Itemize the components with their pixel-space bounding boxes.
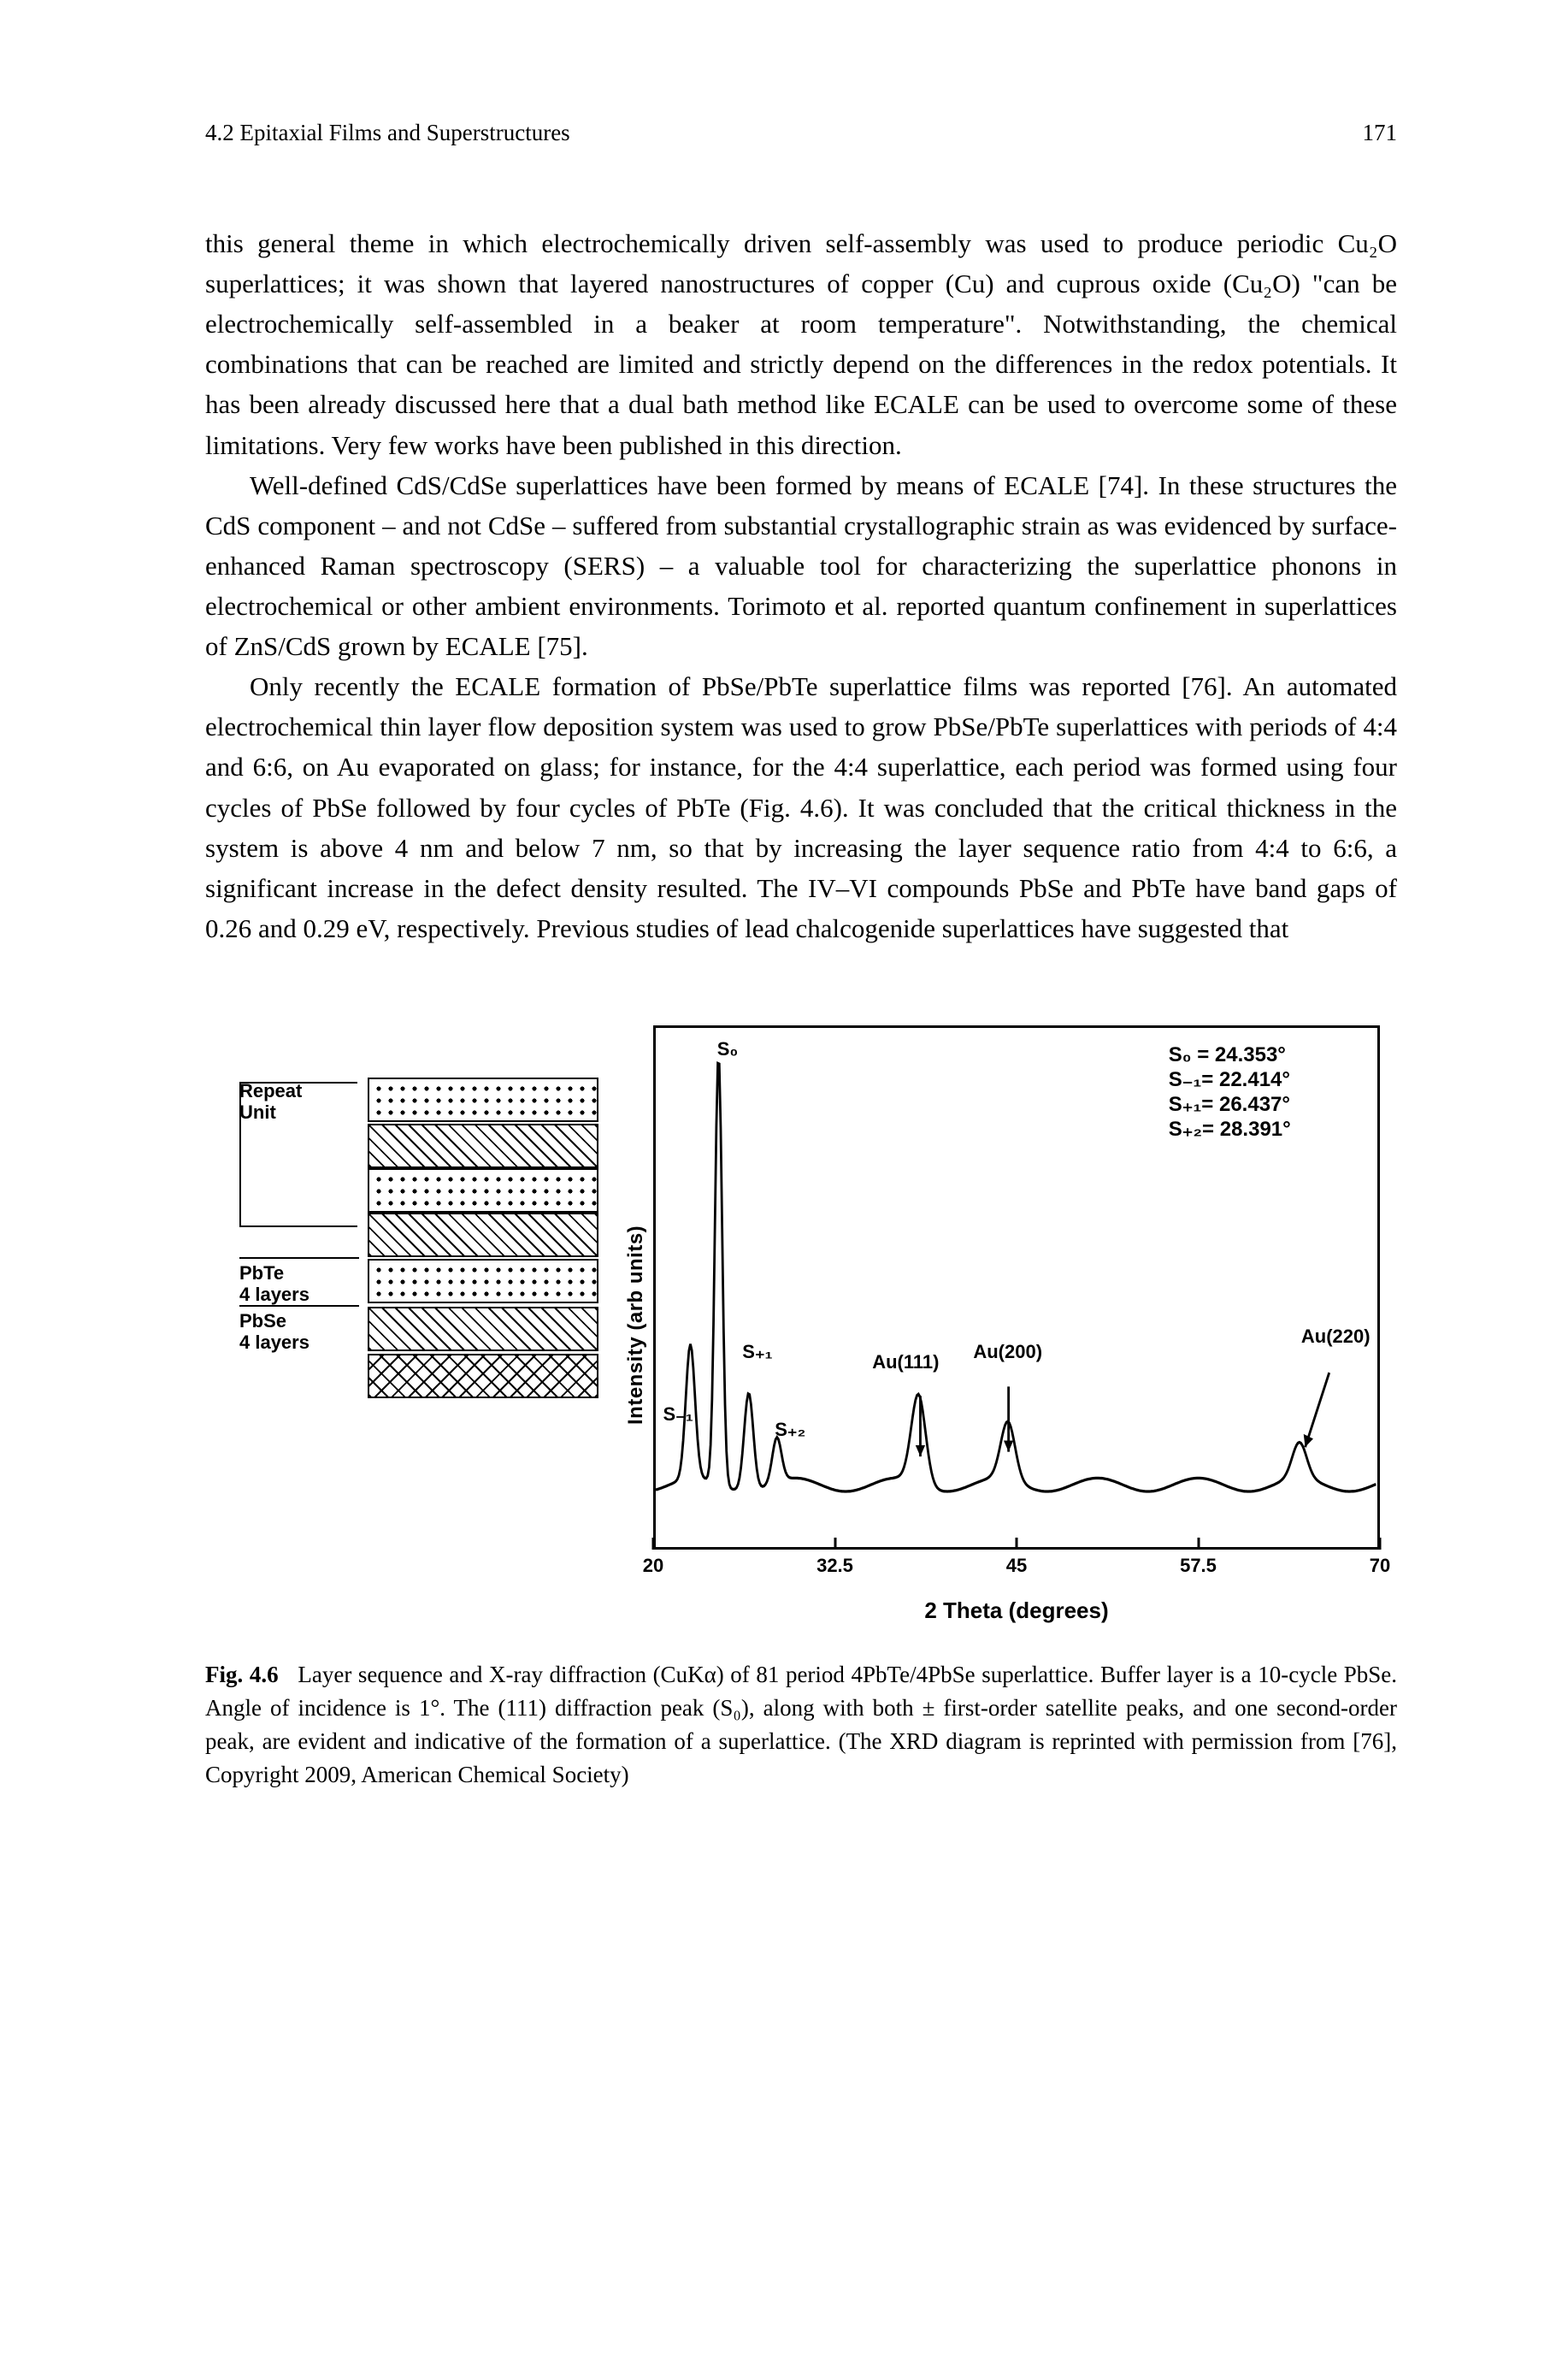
x-tick: 70 <box>1370 1555 1390 1577</box>
layer-tile <box>368 1307 598 1351</box>
layer-label: PbTe 4 layers <box>239 1257 359 1306</box>
x-tick: 32.5 <box>816 1555 853 1577</box>
layer-tile <box>368 1078 598 1122</box>
layer-tile <box>368 1213 598 1257</box>
running-head: 4.2 Epitaxial Films and Superstructures … <box>205 120 1397 146</box>
layer-tile <box>368 1259 598 1303</box>
layer-tile <box>368 1354 598 1398</box>
paragraph-3: Only recently the ECALE formation of PbS… <box>205 666 1397 948</box>
caption-lead: Fig. 4.6 <box>205 1662 279 1687</box>
layer-label: PbSe 4 layers <box>239 1305 359 1354</box>
layer-tile <box>368 1168 598 1213</box>
layer-stack-schematic: Repeat UnitPbTe 4 layersPbSe 4 layers <box>239 1025 598 1624</box>
xrd-chart: Intensity (arb units) S₀ S₀ = 24.353° S₋… <box>619 1025 1380 1624</box>
x-tick: 20 <box>643 1555 663 1577</box>
body-text: this general theme in which electrochemi… <box>205 223 1397 948</box>
paragraph-1: this general theme in which electrochemi… <box>205 223 1397 465</box>
x-tick: 57.5 <box>1180 1555 1217 1577</box>
x-axis-label: 2 Theta (degrees) <box>653 1597 1380 1624</box>
paragraph-2: Well-defined CdS/CdSe superlattices have… <box>205 465 1397 667</box>
repeat-unit-bracket <box>239 1082 357 1227</box>
y-axis-label: Intensity (arb units) <box>619 1025 653 1624</box>
layer-label <box>239 1374 359 1378</box>
section-label: 4.2 Epitaxial Films and Superstructures <box>205 120 570 146</box>
plot-area: S₀ S₀ = 24.353° S₋₁= 22.414° S₊₁= 26.437… <box>653 1025 1380 1550</box>
figure-4-6: Repeat UnitPbTe 4 layersPbSe 4 layers In… <box>205 1025 1397 1792</box>
x-tick: 45 <box>1006 1555 1027 1577</box>
page-number: 171 <box>1363 120 1398 146</box>
layer-tile <box>368 1124 598 1168</box>
annotation-arrows <box>656 1028 1377 1550</box>
caption-text: Layer sequence and X-ray diffraction (Cu… <box>205 1662 1397 1787</box>
figure-caption: Fig. 4.6 Layer sequence and X-ray diffra… <box>205 1658 1397 1792</box>
x-axis-ticks: 2032.54557.570 <box>653 1550 1380 1601</box>
layer-label <box>239 1233 359 1237</box>
